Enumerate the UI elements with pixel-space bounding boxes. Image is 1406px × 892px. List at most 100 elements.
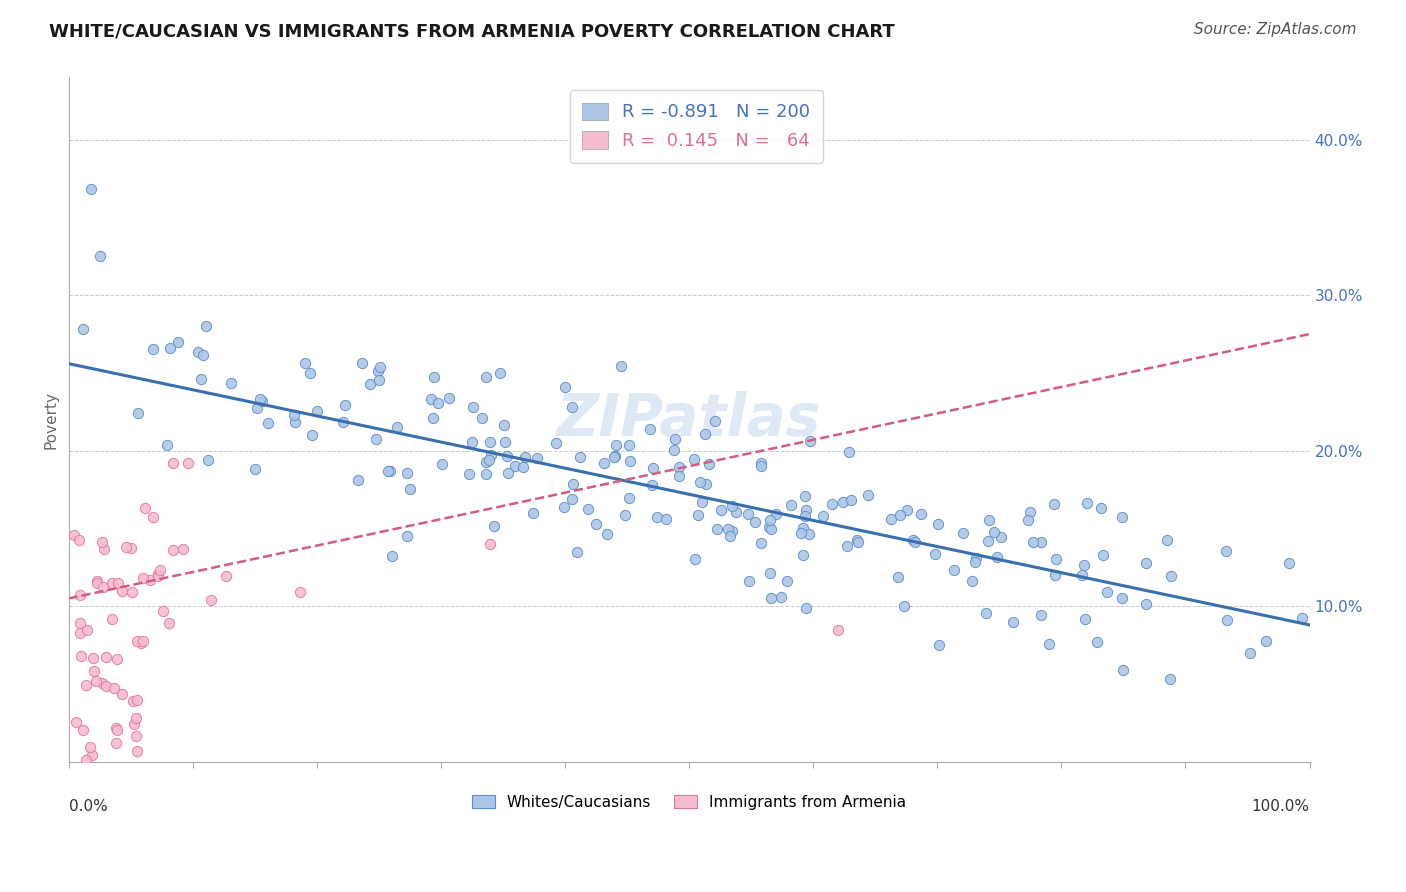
Point <box>965 550 987 565</box>
Point <box>1073 612 1095 626</box>
Point <box>664 432 686 446</box>
Point <box>215 568 238 582</box>
Point <box>567 544 589 558</box>
Point <box>569 450 592 465</box>
Point <box>257 416 280 430</box>
Point <box>903 533 925 547</box>
Point <box>880 512 903 526</box>
Point <box>94 649 117 664</box>
Point <box>105 652 128 666</box>
Point <box>461 400 484 414</box>
Point <box>110 687 132 701</box>
Point <box>690 495 713 509</box>
Point <box>638 422 661 436</box>
Point <box>683 451 706 466</box>
Point <box>585 516 607 531</box>
Point <box>494 435 516 450</box>
Point <box>717 522 740 536</box>
Point <box>737 574 759 588</box>
Point <box>780 498 803 512</box>
Point <box>86 673 108 688</box>
Point <box>79 739 101 754</box>
Point <box>288 585 311 599</box>
Point <box>1085 635 1108 649</box>
Point <box>124 711 146 725</box>
Point <box>1112 663 1135 677</box>
Point <box>307 404 329 418</box>
Point <box>475 467 498 481</box>
Point <box>759 522 782 536</box>
Point <box>792 548 814 562</box>
Point <box>120 541 142 555</box>
Point <box>610 359 633 374</box>
Point <box>662 442 685 457</box>
Point <box>1070 568 1092 582</box>
Point <box>162 542 184 557</box>
Point <box>561 476 583 491</box>
Text: Source: ZipAtlas.com: Source: ZipAtlas.com <box>1194 22 1357 37</box>
Point <box>576 501 599 516</box>
Point <box>846 535 869 549</box>
Point <box>963 555 986 569</box>
Point <box>80 747 103 762</box>
Point <box>333 398 356 412</box>
Point <box>76 623 98 637</box>
Point <box>432 457 454 471</box>
Point <box>596 527 619 541</box>
Point <box>69 588 91 602</box>
Point <box>889 508 911 522</box>
Point <box>845 533 868 548</box>
Point <box>668 469 690 483</box>
Point <box>246 401 269 415</box>
Point <box>1216 614 1239 628</box>
Point <box>605 437 627 451</box>
Point <box>162 456 184 470</box>
Point <box>838 444 860 458</box>
Point <box>1076 496 1098 510</box>
Point <box>605 449 627 463</box>
Point <box>250 394 273 409</box>
Y-axis label: Poverty: Poverty <box>44 391 58 449</box>
Point <box>706 522 728 536</box>
Point <box>792 521 814 535</box>
Point <box>1031 608 1053 623</box>
Point <box>475 455 498 469</box>
Point <box>190 372 212 386</box>
Text: WHITE/CAUCASIAN VS IMMIGRANTS FROM ARMENIA POVERTY CORRELATION CHART: WHITE/CAUCASIAN VS IMMIGRANTS FROM ARMEN… <box>49 22 896 40</box>
Point <box>385 420 408 434</box>
Point <box>1135 597 1157 611</box>
Point <box>67 533 90 547</box>
Text: ZIPatlas: ZIPatlas <box>557 391 821 448</box>
Point <box>1159 672 1181 686</box>
Point <box>172 541 194 556</box>
Point <box>200 593 222 607</box>
Point <box>156 438 179 452</box>
Point <box>359 377 381 392</box>
Point <box>765 508 787 522</box>
Point <box>243 462 266 476</box>
Point <box>749 459 772 474</box>
Point <box>990 530 1012 544</box>
Point <box>422 411 444 425</box>
Point <box>593 456 616 470</box>
Point <box>332 416 354 430</box>
Point <box>1029 535 1052 549</box>
Point <box>758 520 780 534</box>
Point <box>157 615 180 630</box>
Point <box>718 529 741 543</box>
Point <box>107 576 129 591</box>
Point <box>749 535 772 549</box>
Point <box>927 517 949 532</box>
Point <box>1022 534 1045 549</box>
Point <box>1017 513 1039 527</box>
Point <box>427 395 450 409</box>
Point <box>100 612 122 626</box>
Point <box>1239 646 1261 660</box>
Point <box>301 427 323 442</box>
Point <box>821 497 844 511</box>
Point <box>132 634 155 648</box>
Point <box>471 411 494 425</box>
Point <box>146 569 169 583</box>
Point <box>1256 633 1278 648</box>
Point <box>93 541 115 556</box>
